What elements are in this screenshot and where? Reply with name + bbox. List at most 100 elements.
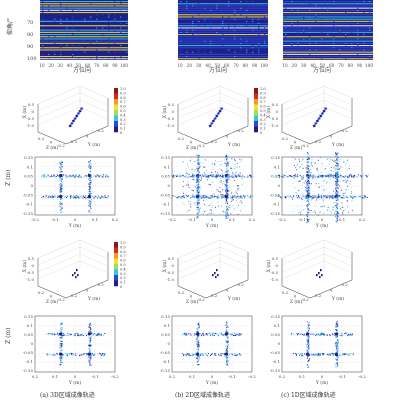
data-point [200,178,202,180]
data-point [196,345,198,347]
heatmap-cell [345,34,347,35]
data-point [357,174,359,176]
data-point [60,184,62,186]
data-point [307,180,309,182]
heatmap-cell [345,21,347,22]
data-point [239,158,241,160]
data-point [227,341,229,343]
heatmap-cell [204,29,206,31]
heatmap-cell [204,54,206,55]
y-tick: -0.2 [236,282,244,287]
data-point [307,323,309,325]
data-point [60,204,62,206]
data-point [54,195,56,197]
data-point [220,163,222,165]
heatmap-cell [108,29,110,31]
data-point [74,175,76,177]
data-point [308,358,310,360]
grid-line [323,99,353,113]
data-point [198,329,200,331]
data-point [306,335,308,337]
data-point [341,333,343,335]
data-point [197,199,199,201]
data-point [198,345,200,347]
data-point [89,162,91,164]
data-point [333,176,335,178]
data-point [59,346,61,348]
data-point [339,208,341,210]
colorbar-segment [114,104,118,111]
heatmap-cell [108,38,110,40]
grid-line [281,99,325,119]
y-tick: 0.05 [271,174,280,179]
data-point [74,196,76,198]
3d-plot: 0.50-0.5-1.00.20-0.20.20-0.2X (m)Z (m)Y … [265,239,353,305]
data-point [83,353,85,355]
data-point [74,196,76,198]
data-point [61,361,63,363]
grid-line [281,92,325,112]
data-point [89,340,91,342]
data-point [89,188,91,190]
data-point [189,176,191,178]
data-point [197,184,199,186]
z-axis-label: Z (m) [186,298,199,305]
data-point [212,335,214,337]
data-point [299,212,301,214]
data-point [196,358,198,360]
data-point [203,174,205,176]
data-point [185,169,187,171]
data-point [66,355,68,357]
data-point [59,363,61,365]
data-point [306,346,308,348]
colorbar-tick: 0.4 [120,267,126,271]
y-tick: 0 [330,288,333,293]
data-point [216,175,218,177]
data-point [327,173,329,175]
data-point [88,331,90,333]
data-point [307,161,309,163]
heatmap-cell [228,32,230,33]
data-point [88,161,90,163]
data-point [306,171,308,173]
data-point [95,175,97,177]
z-tick: 0 [294,294,297,299]
data-point [176,174,178,176]
data-point [87,196,89,198]
heatmap-cell [216,32,218,33]
data-point [290,355,292,357]
data-point [212,176,214,178]
data-point [306,214,308,216]
data-point [206,179,208,181]
data-point [208,175,210,177]
data-point [308,336,310,338]
data-point [198,345,200,347]
data-point [250,175,252,177]
data-point [354,175,356,177]
heatmap-cell [120,56,122,57]
data-point [292,157,294,159]
heatmap-cell [66,27,68,29]
data-point [198,208,200,210]
data-point [226,187,228,189]
data-point [71,353,73,355]
z-tick: -0.2 [57,143,65,148]
data-point [97,175,99,177]
cluster-core [196,332,200,336]
heatmap-cell [297,40,299,42]
heatmap-cell [192,34,194,35]
row1-xtick: 20 [292,63,298,68]
data-point [176,197,178,199]
data-point [313,195,315,197]
data-point [311,198,313,200]
data-point [328,175,330,177]
data-point [315,334,317,336]
data-point [298,168,300,170]
data-point [50,333,52,335]
data-point [94,333,96,335]
heatmap-cell [198,14,200,16]
data-point [185,168,187,170]
data-point [75,197,77,199]
data-point [234,193,236,195]
data-point [48,332,50,334]
